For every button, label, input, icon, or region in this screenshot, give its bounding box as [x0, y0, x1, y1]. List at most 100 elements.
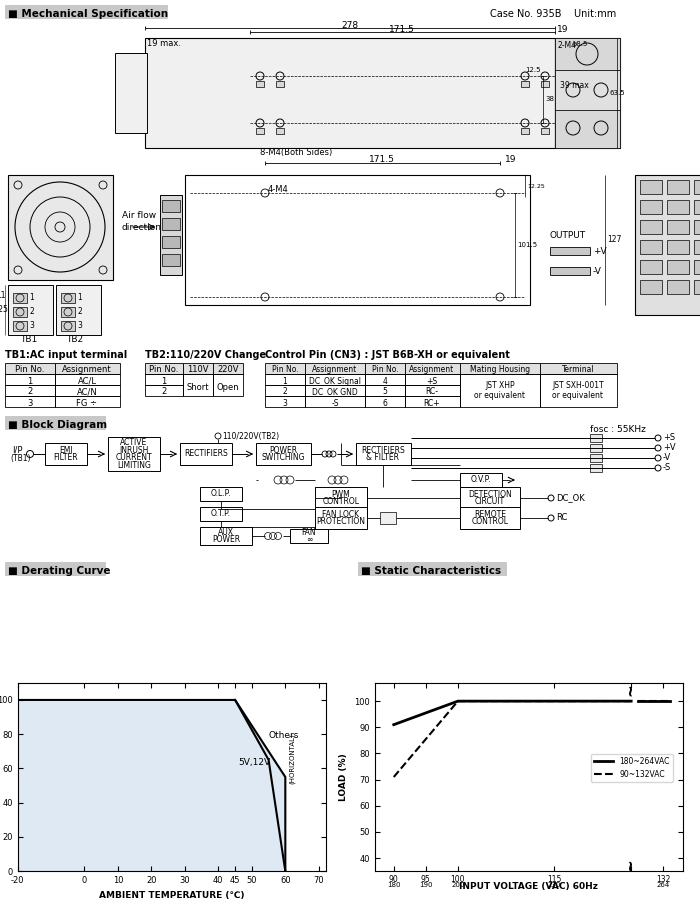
X-axis label: INPUT VOLTAGE (VAC) 60Hz: INPUT VOLTAGE (VAC) 60Hz [459, 881, 598, 891]
Bar [550, 247, 590, 255]
Bar [256, 128, 264, 134]
Text: 4-M4: 4-M4 [268, 186, 288, 195]
Bar [667, 220, 689, 234]
Bar [356, 443, 411, 465]
Bar [61, 321, 75, 331]
Bar [213, 374, 243, 396]
180~264VAC [454, 696, 462, 707]
Text: 95: 95 [421, 875, 430, 884]
Bar [55, 396, 120, 407]
Bar [405, 374, 460, 385]
Bar [521, 81, 529, 87]
Text: 1: 1 [77, 293, 82, 302]
Text: O.L.P.: O.L.P. [211, 490, 231, 498]
Bar [305, 374, 365, 385]
Text: 5: 5 [383, 388, 387, 396]
Text: OUTPUT: OUTPUT [550, 231, 586, 240]
Bar [265, 374, 305, 385]
Bar [5, 562, 105, 575]
Text: 39 max: 39 max [560, 81, 589, 89]
180~264VAC [627, 696, 636, 707]
Bar [555, 38, 620, 148]
Text: ~: ~ [624, 858, 638, 871]
Text: or equivalent: or equivalent [552, 391, 603, 400]
Bar [590, 464, 602, 472]
Bar [541, 81, 549, 87]
Text: (HORIZONTAL): (HORIZONTAL) [288, 733, 295, 784]
Text: 2: 2 [77, 308, 82, 316]
Bar [8, 175, 113, 280]
Text: -S: -S [663, 463, 671, 472]
Text: 3: 3 [29, 322, 34, 331]
Bar [256, 443, 311, 465]
Text: POWER: POWER [269, 446, 297, 455]
Bar [667, 240, 689, 254]
Text: 3: 3 [283, 399, 288, 407]
Text: Pin No.: Pin No. [372, 366, 398, 375]
Text: O.V.P.: O.V.P. [470, 475, 491, 484]
Text: 278: 278 [342, 20, 358, 29]
Text: -V: -V [593, 267, 602, 276]
Text: RECTIFIERS: RECTIFIERS [361, 446, 405, 455]
Bar [590, 454, 602, 462]
Text: ■ Static Characteristics: ■ Static Characteristics [361, 566, 501, 576]
Text: ■ Mechanical Specification: ■ Mechanical Specification [8, 9, 168, 19]
Bar [55, 374, 120, 385]
Text: Open: Open [217, 382, 239, 391]
Bar [13, 293, 27, 303]
Text: 264: 264 [657, 881, 670, 888]
Text: Mating Housing: Mating Housing [470, 366, 530, 375]
Bar [61, 293, 75, 303]
Text: RC: RC [556, 514, 568, 523]
Bar [694, 240, 700, 254]
Text: Pin No.: Pin No. [149, 366, 178, 375]
Bar [640, 260, 662, 274]
Text: 19 max.: 19 max. [147, 39, 181, 48]
Bar [521, 128, 529, 134]
Bar [667, 200, 689, 214]
Text: DETECTION: DETECTION [468, 490, 512, 499]
Bar [115, 53, 147, 133]
Text: TB2:110/220V Change: TB2:110/220V Change [145, 350, 266, 360]
Bar [405, 363, 460, 374]
Text: AC/N: AC/N [76, 388, 97, 396]
Text: FAN: FAN [302, 528, 316, 537]
Bar [694, 220, 700, 234]
Y-axis label: LOAD (%): LOAD (%) [340, 754, 349, 800]
Text: LIMITING: LIMITING [117, 460, 151, 470]
Text: ACTIVE: ACTIVE [120, 438, 148, 448]
Bar [460, 363, 540, 374]
Bar [550, 267, 590, 275]
Text: ⌀8.5: ⌀8.5 [573, 41, 589, 47]
Bar [541, 128, 549, 134]
Text: 4: 4 [383, 377, 387, 385]
Text: 1: 1 [29, 293, 34, 302]
Bar [380, 512, 396, 524]
Text: JST SXH-001T: JST SXH-001T [552, 380, 604, 390]
Text: 1: 1 [283, 377, 288, 385]
Bar [160, 195, 182, 275]
90~132VAC [550, 696, 559, 707]
Bar [55, 363, 120, 374]
Bar [555, 110, 620, 148]
Bar [640, 220, 662, 234]
Text: 190: 190 [419, 881, 433, 888]
Text: EMI: EMI [60, 446, 73, 455]
Text: Assignment: Assignment [410, 366, 454, 375]
Bar [145, 38, 555, 148]
Bar [694, 260, 700, 274]
Bar [635, 175, 700, 315]
Polygon shape [18, 700, 286, 871]
Legend: 180~264VAC, 90~132VAC: 180~264VAC, 90~132VAC [591, 754, 673, 781]
Text: Pin No.: Pin No. [272, 366, 298, 375]
Text: DC_OK GND: DC_OK GND [312, 388, 358, 396]
Bar [555, 70, 620, 110]
90~132VAC [627, 696, 636, 707]
Text: 19: 19 [557, 25, 568, 33]
Text: +V: +V [663, 444, 676, 452]
Text: JST XHP: JST XHP [485, 380, 514, 390]
Bar [162, 236, 180, 248]
Text: 3: 3 [77, 322, 82, 331]
Text: I/P: I/P [12, 446, 22, 455]
Text: Short: Short [187, 382, 209, 391]
